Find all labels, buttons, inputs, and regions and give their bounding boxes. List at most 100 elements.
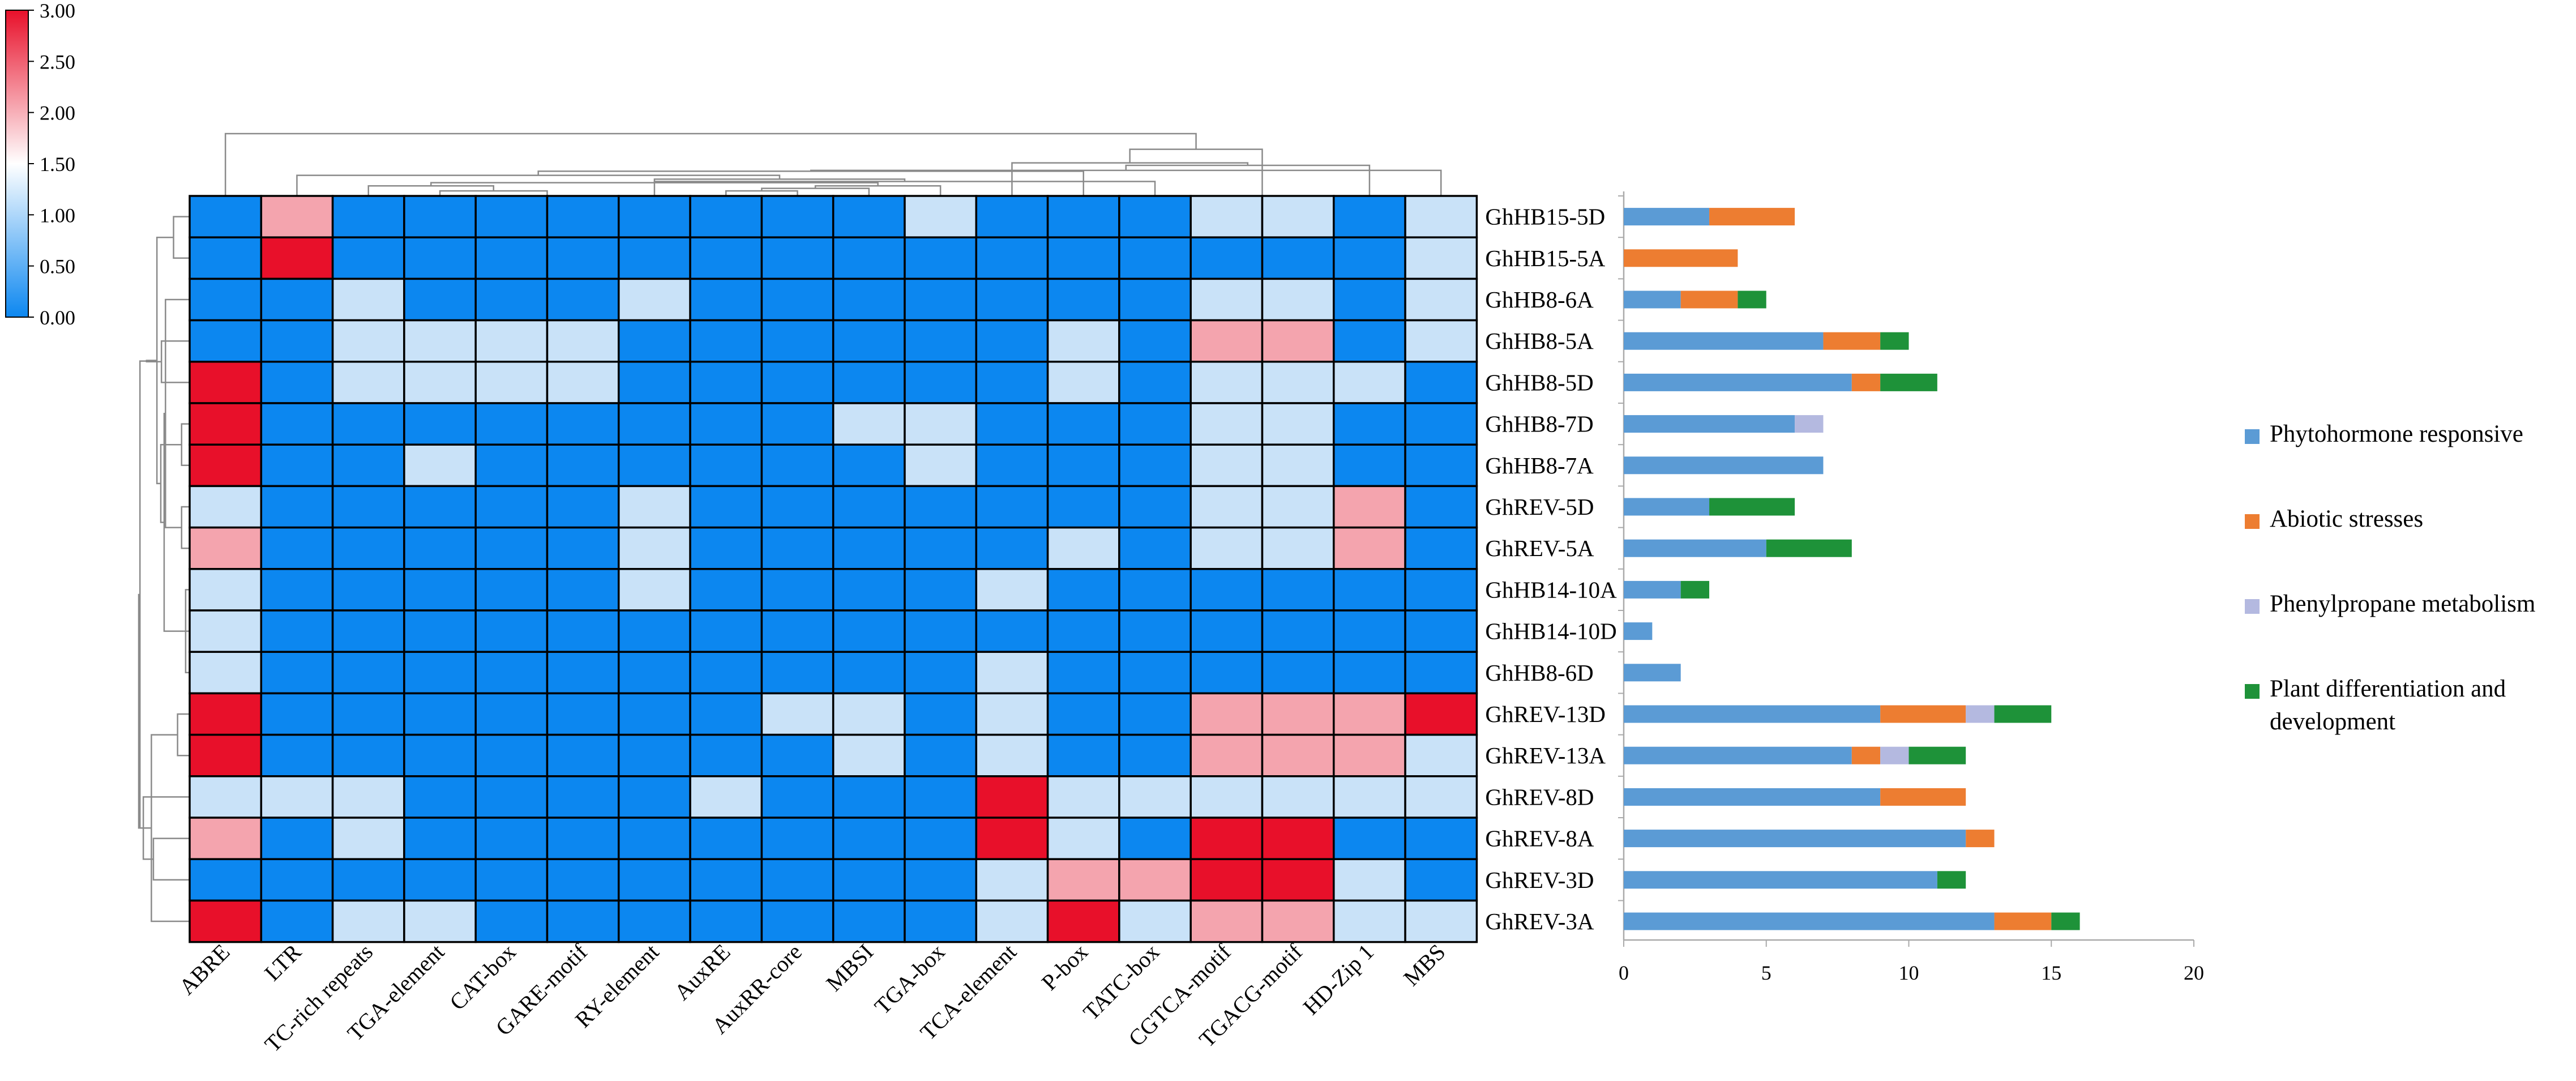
heatmap-cell-ghhb8-6d-auxre — [689, 651, 763, 695]
gene-label-ghhb8-7a: GhHB8-7A — [1485, 452, 1594, 478]
heatmap-cell-ghhb15-5d-cgtca-motif — [1189, 195, 1264, 238]
heatmap-cell-ghhb15-5d-tga-element — [403, 195, 477, 238]
heatmap-cell-ghrev-13a-tga-element — [403, 733, 477, 777]
bar-ghhb8-5a-abiotic-stresses — [1823, 332, 1881, 350]
heatmap-cell-ghrev-3a-tga-box — [904, 899, 978, 943]
gene-label-ghrev-3d: GhREV-3D — [1485, 867, 1594, 893]
heatmap-cell-ghhb8-7a-tc-rich-repeats — [331, 443, 405, 488]
heatmap-cell-ghrev-3d-tgacg-motif — [1261, 858, 1335, 902]
heatmap-cell-ghhb8-6a-tc-rich-repeats — [331, 277, 405, 322]
heatmap-cell-ghrev-13a-mbs — [1404, 733, 1478, 777]
heatmap-grid — [189, 195, 1478, 943]
heatmap-cell-ghhb8-6d-tca-element — [975, 651, 1049, 695]
heatmap-cell-ghrev-13a-cat-box — [474, 733, 549, 777]
gene-label-ghrev-3a: GhREV-3A — [1485, 908, 1594, 934]
heatmap-cell-ghrev-5d-ry-element — [618, 485, 691, 529]
heatmap-cell-ghrev-13d-tgacg-motif — [1261, 692, 1335, 736]
heatmap-cell-ghrev-3a-hd-zip-1 — [1333, 899, 1406, 943]
heatmap-cell-ghrev-8d-p-box — [1046, 775, 1120, 819]
bar-chart-axes: 0 5 10 15 20 — [1618, 191, 2204, 984]
heatmap-cell-ghhb8-5a-tatc-box — [1118, 319, 1192, 363]
heatmap-cell-ghhb15-5d-hd-zip-1 — [1333, 195, 1406, 238]
heatmap-cell-ghhb15-5d-ltr — [260, 195, 334, 238]
heatmap-cell-ghrev-13a-tatc-box — [1118, 733, 1192, 777]
gene-label-ghrev-8a: GhREV-8A — [1485, 826, 1594, 852]
heatmap-cell-ghhb8-7a-cat-box — [474, 443, 549, 488]
heatmap-cell-ghhb14-10a-cgtca-motif — [1189, 568, 1264, 612]
column-dendrogram-branch — [537, 170, 1084, 196]
heatmap-cell-ghhb14-10a-cat-box — [474, 568, 549, 612]
heatmap-cell-ghhb15-5a-tgacg-motif — [1261, 236, 1335, 280]
heatmap-cell-ghrev-13a-tga-box — [904, 733, 978, 777]
heatmap-cell-ghrev-3a-tga-element — [403, 899, 477, 943]
heatmap-cell-ghhb14-10d-abre — [189, 609, 263, 653]
heatmap-cell-ghrev-8a-mbsi — [832, 817, 906, 860]
heatmap-cell-ghhb15-5d-abre — [189, 195, 263, 238]
heatmap-cell-ghhb8-6a-p-box — [1046, 277, 1120, 322]
heatmap-cell-ghrev-5d-tca-element — [975, 485, 1049, 529]
bar-ghrev-3d-plant-differentiation-and-development — [1937, 871, 1966, 889]
gene-label-ghrev-5a: GhREV-5A — [1485, 535, 1594, 561]
heatmap-cell-ghrev-5a-tgacg-motif — [1261, 526, 1335, 570]
legend-label: Plant differentiation and — [2270, 676, 2506, 702]
bar-ghrev-5d-phytohormone-responsive — [1624, 498, 1710, 516]
heatmap-cell-ghrev-13d-auxre — [689, 692, 763, 736]
heatmap-cell-ghhb8-5a-cgtca-motif — [1189, 319, 1264, 363]
heatmap-cell-ghrev-13a-tgacg-motif — [1261, 733, 1335, 777]
heatmap-cell-ghhb14-10a-ltr — [260, 568, 334, 612]
heatmap-cell-ghhb8-6a-tga-element — [403, 277, 477, 322]
heatmap-cell-ghrev-13a-hd-zip-1 — [1333, 733, 1406, 777]
heatmap-cell-ghrev-8a-cgtca-motif — [1189, 817, 1264, 860]
heatmap-cell-ghhb8-7d-cat-box — [474, 402, 549, 446]
heatmap-cell-ghrev-8d-tc-rich-repeats — [331, 775, 405, 819]
heatmap-cell-ghhb14-10d-tatc-box — [1118, 609, 1192, 653]
heatmap-cell-ghrev-3a-auxre — [689, 899, 763, 943]
column-dendrogram-branch — [814, 185, 942, 196]
heatmap-cell-ghhb8-5d-ry-element — [618, 361, 691, 404]
heatmap-cell-ghhb14-10d-mbsi — [832, 609, 906, 653]
heatmap-cell-ghhb15-5a-tatc-box — [1118, 236, 1192, 280]
heatmap-cell-ghrev-5d-tga-element — [403, 485, 477, 529]
heatmap-cell-ghhb8-7a-auxre — [689, 443, 763, 488]
heatmap-cell-ghrev-8a-cat-box — [474, 817, 549, 860]
heatmap-cell-ghhb8-7a-tgacg-motif — [1261, 443, 1335, 488]
heatmap-cell-ghrev-13d-cat-box — [474, 692, 549, 736]
heatmap-cell-ghhb8-6d-tc-rich-repeats — [331, 651, 405, 695]
heatmap-cell-ghrev-5d-tga-box — [904, 485, 978, 529]
heatmap-cell-ghrev-8a-tga-element — [403, 817, 477, 860]
heatmap-cell-ghhb15-5d-tgacg-motif — [1261, 195, 1335, 238]
heatmap-cell-ghhb14-10a-gare-motif — [546, 568, 620, 612]
heatmap-cell-ghhb14-10d-hd-zip-1 — [1333, 609, 1406, 653]
heatmap-cell-ghrev-8d-auxre — [689, 775, 763, 819]
bar-chart-bars — [1624, 208, 2080, 930]
heatmap-cell-ghhb8-5a-auxre — [689, 319, 763, 363]
heatmap-cell-ghhb8-6a-auxrr-core — [760, 277, 835, 322]
bar-ghrev-8a-abiotic-stresses — [1966, 830, 1995, 848]
bar-ghrev-8a-phytohormone-responsive — [1624, 830, 1966, 848]
heatmap-cell-ghrev-13a-tc-rich-repeats — [331, 733, 405, 777]
heatmap-cell-ghrev-3a-cat-box — [474, 899, 549, 943]
bar-ghrev-13a-plant-differentiation-and-development — [1909, 746, 1966, 764]
heatmap-cell-ghrev-5a-tca-element — [975, 526, 1049, 570]
heatmap-cell-ghhb8-7a-tatc-box — [1118, 443, 1192, 488]
legend-item-plant-differentiation-and: Plant differentiation and development — [2245, 676, 2506, 735]
heatmap-cell-ghhb8-5d-hd-zip-1 — [1333, 361, 1406, 404]
heatmap-cell-ghhb8-5a-cat-box — [474, 319, 549, 363]
legend-item-abiotic-stresses: Abiotic stresses — [2245, 506, 2423, 532]
legend-swatch-phenylpropane-metabolism — [2245, 599, 2260, 614]
heatmap-cell-ghrev-13a-cgtca-motif — [1189, 733, 1264, 777]
heatmap-cell-ghhb8-5d-abre — [189, 361, 263, 404]
heatmap-cell-ghrev-13d-tga-box — [904, 692, 978, 736]
heatmap-cell-ghhb8-5d-tc-rich-repeats — [331, 361, 405, 404]
bar-ghrev-3a-plant-differentiation-and-development — [2051, 912, 2080, 930]
heatmap-cell-ghhb8-5d-p-box — [1046, 361, 1120, 404]
heatmap-cell-ghhb8-7d-tca-element — [975, 402, 1049, 446]
heatmap-cell-ghhb8-7a-mbsi — [832, 443, 906, 488]
heatmap-cell-ghrev-8d-tca-element — [975, 775, 1049, 819]
scale-tick-label: 1.00 — [40, 204, 75, 227]
heatmap-cell-ghhb15-5d-tc-rich-repeats — [331, 195, 405, 238]
row-dendrogram-branch — [177, 713, 190, 757]
gene-label-ghhb8-6a: GhHB8-6A — [1485, 287, 1594, 313]
heatmap-cell-ghhb8-7d-cgtca-motif — [1189, 402, 1264, 446]
heatmap-cell-ghhb8-7d-gare-motif — [546, 402, 620, 446]
